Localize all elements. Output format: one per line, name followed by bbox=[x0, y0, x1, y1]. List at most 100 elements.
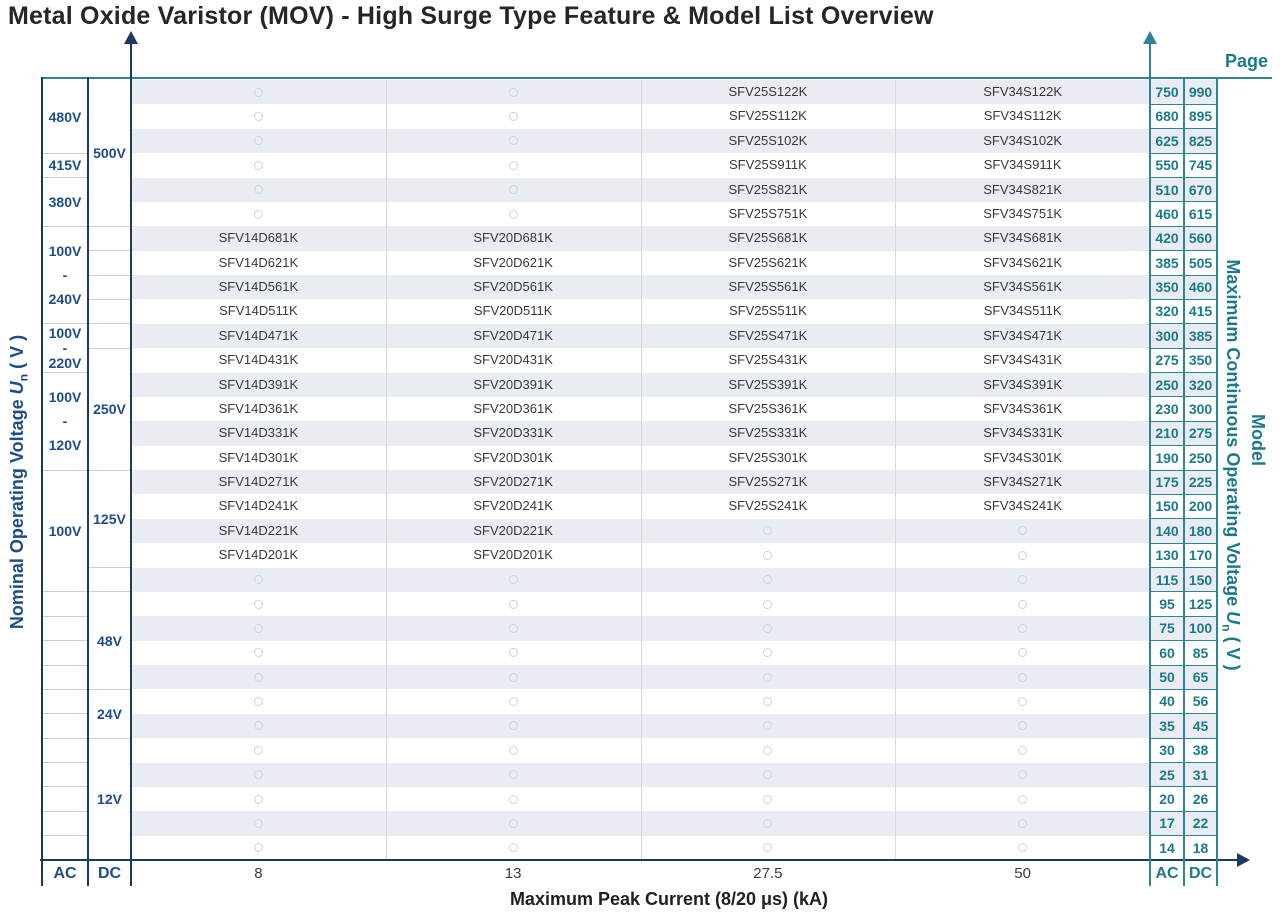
empty-model-circle-icon bbox=[253, 794, 263, 804]
empty-model-circle-icon bbox=[253, 209, 263, 219]
voltage-cell-divider bbox=[42, 688, 88, 690]
page-axis-arrow-icon bbox=[1143, 31, 1157, 44]
ac-voltage-group-label: 100V bbox=[48, 522, 82, 539]
voltage-cell-divider bbox=[42, 152, 88, 154]
model-cell: SFV34S331K bbox=[983, 425, 1063, 441]
ac-voltage-group-label: 100V -220V bbox=[48, 324, 82, 371]
model-cell: SFV20D361K bbox=[473, 400, 553, 416]
page-dc-value: 85 bbox=[1192, 644, 1209, 661]
page-ac-value: 35 bbox=[1159, 717, 1175, 734]
page-ac-value: 320 bbox=[1155, 303, 1179, 320]
model-cell: SFV14D621K bbox=[218, 254, 299, 270]
model-cell: SFV20D201K bbox=[473, 547, 553, 563]
empty-model-circle-icon bbox=[508, 599, 518, 609]
empty-model-circle-icon bbox=[763, 697, 773, 707]
voltage-cell-divider bbox=[88, 591, 131, 593]
empty-model-circle-icon bbox=[253, 185, 263, 195]
ac-dc-divider-line bbox=[87, 77, 89, 886]
page-dc-value: 505 bbox=[1188, 254, 1213, 271]
page-dc-value: 65 bbox=[1192, 669, 1209, 685]
model-cell: SFV14D331K bbox=[218, 425, 299, 441]
empty-model-circle-icon bbox=[508, 136, 518, 146]
page-dc-value: 385 bbox=[1188, 327, 1213, 344]
voltage-cell-divider bbox=[88, 469, 131, 471]
dc-voltage-group-label: 12V bbox=[97, 791, 122, 808]
model-cell: SFV34S361K bbox=[983, 400, 1063, 416]
column-grid-line bbox=[385, 80, 387, 860]
empty-model-circle-icon bbox=[763, 550, 773, 560]
empty-model-circle-icon bbox=[763, 623, 773, 633]
model-cell: SFV25S331K bbox=[728, 425, 808, 441]
y-left-title-unit: ( V ) bbox=[7, 334, 27, 374]
page-ac-value: 680 bbox=[1155, 108, 1179, 125]
x-axis-tick-label: 27.5 bbox=[753, 865, 783, 882]
row-stripe bbox=[131, 762, 1217, 787]
ac-voltage-group-label: 415V bbox=[48, 157, 82, 174]
empty-model-circle-icon bbox=[763, 672, 773, 682]
model-cell: SFV25S821K bbox=[728, 181, 808, 197]
model-cell: SFV25S361K bbox=[728, 400, 808, 416]
x-axis-arrow-icon bbox=[1237, 853, 1250, 867]
model-cell: SFV34S751K bbox=[983, 205, 1063, 221]
page-ac-value: 30 bbox=[1159, 742, 1175, 759]
y-right-title-symbol: U bbox=[1223, 611, 1243, 625]
page-dc-value: 350 bbox=[1188, 352, 1213, 369]
y-left-title-symbol: U bbox=[7, 381, 27, 395]
page-ac-value: 420 bbox=[1155, 230, 1179, 247]
empty-model-circle-icon bbox=[253, 745, 263, 755]
model-cell: SFV20D271K bbox=[473, 474, 553, 489]
empty-model-circle-icon bbox=[763, 818, 773, 828]
empty-model-circle-icon bbox=[763, 575, 773, 585]
left-ac-header: AC bbox=[53, 865, 77, 882]
dc-voltage-group-label: 125V bbox=[93, 510, 126, 527]
row-stripe bbox=[131, 372, 1217, 397]
page-dc-value: 275 bbox=[1188, 425, 1213, 442]
empty-model-circle-icon bbox=[508, 112, 518, 122]
model-cell: SFV34S112K bbox=[983, 108, 1062, 124]
y-right-title-subscript: n bbox=[1219, 624, 1234, 632]
model-cell: SFV14D391K bbox=[218, 376, 299, 392]
model-cell: SFV20D431K bbox=[473, 352, 553, 368]
page-ac-value: 150 bbox=[1155, 498, 1179, 515]
voltage-cell-divider bbox=[42, 323, 88, 325]
column-grid-line bbox=[640, 80, 642, 860]
voltage-cell-divider bbox=[88, 225, 131, 227]
model-cell: SFV25S122K bbox=[728, 84, 808, 99]
ac-voltage-group-label: 480V bbox=[48, 108, 82, 125]
model-cell: SFV14D201K bbox=[218, 547, 299, 563]
page-ac-value: 115 bbox=[1155, 571, 1179, 588]
model-cell: SFV34S301K bbox=[983, 449, 1063, 465]
model-cell: SFV34S911K bbox=[983, 157, 1062, 173]
row-stripe bbox=[131, 811, 1217, 836]
model-cell: SFV34S241K bbox=[983, 498, 1063, 514]
empty-model-circle-icon bbox=[253, 136, 263, 146]
page-dc-value: 18 bbox=[1192, 839, 1209, 856]
page-dc-value: 100 bbox=[1188, 620, 1213, 637]
empty-model-circle-icon bbox=[508, 672, 518, 682]
x-axis-title: Maximum Peak Current (8/20 μs) (kA) bbox=[509, 889, 829, 909]
voltage-cell-divider bbox=[88, 688, 131, 690]
empty-model-circle-icon bbox=[253, 623, 263, 633]
x-axis-line bbox=[40, 858, 1238, 861]
voltage-cell-divider bbox=[88, 347, 131, 349]
page-dc-value: 200 bbox=[1188, 498, 1213, 515]
page-dc-value: 150 bbox=[1188, 571, 1213, 588]
ac-voltage-group-label: 380V bbox=[48, 193, 82, 210]
row-stripe bbox=[131, 665, 1217, 690]
y-axis-line bbox=[129, 44, 133, 886]
voltage-cell-divider bbox=[42, 225, 88, 227]
page-dc-value: 670 bbox=[1188, 181, 1213, 198]
model-cell: SFV14D471K bbox=[218, 327, 299, 343]
y-right-title-unit: ( V ) bbox=[1223, 631, 1243, 671]
page-dc-value: 125 bbox=[1188, 595, 1213, 612]
page-col-divider bbox=[1183, 77, 1185, 886]
x-axis-tick-label: 50 bbox=[1014, 865, 1031, 882]
page-dc-value: 180 bbox=[1188, 522, 1213, 539]
empty-model-circle-icon bbox=[763, 745, 773, 755]
model-cell: SFV14D511K bbox=[219, 303, 298, 319]
page-ac-value: 175 bbox=[1155, 474, 1179, 490]
empty-model-circle-icon bbox=[763, 648, 773, 658]
model-cell: SFV25S112K bbox=[728, 108, 807, 124]
model-cell: SFV20D331K bbox=[473, 425, 553, 441]
